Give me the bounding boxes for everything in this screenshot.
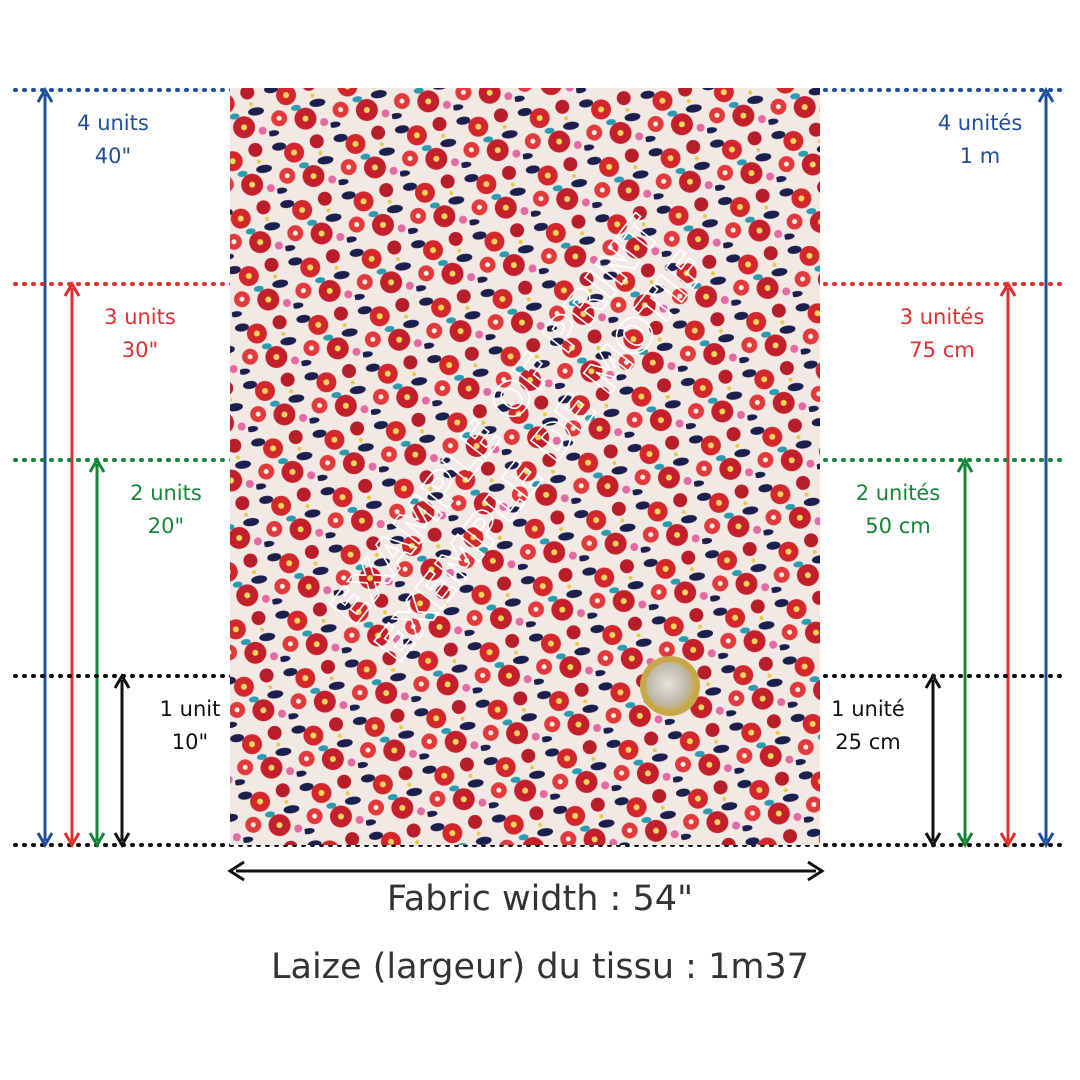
right-size: 1 m [960, 144, 1001, 168]
right-units: 4 unités [938, 111, 1023, 135]
left-units: 3 units [104, 305, 176, 329]
right-units: 3 unités [900, 305, 985, 329]
left-size: 10" [172, 730, 208, 754]
arrow-heads [113, 673, 131, 848]
arrow-heads [924, 673, 942, 848]
right-size: 25 cm [835, 730, 900, 754]
arrow-heads [36, 87, 54, 848]
width-fr: Laize (largeur) du tissu : 1m37 [271, 947, 809, 987]
fabric-sample [230, 88, 820, 845]
coin-center [646, 662, 694, 710]
measure-lines [13, 87, 1067, 848]
right-size: 75 cm [909, 338, 974, 362]
arrow-heads [88, 457, 106, 848]
measure-labels: 4 units 40" 4 unités 1 m 3 units 30" 3 unités 7… [77, 111, 1022, 754]
arrow-heads [63, 281, 81, 848]
left-units: 2 units [130, 481, 202, 505]
left-size: 40" [95, 144, 131, 168]
width-en: Fabric width : 54" [387, 879, 693, 919]
right-units: 2 unités [856, 481, 941, 505]
left-units: 1 unit [160, 697, 221, 721]
arrow-heads [999, 281, 1017, 848]
left-units: 4 units [77, 111, 149, 135]
left-size: 20" [148, 514, 184, 538]
left-size: 30" [122, 338, 158, 362]
arrow-heads [956, 457, 974, 848]
right-units: 1 unité [831, 697, 905, 721]
arrow-heads [1037, 87, 1055, 848]
width-arrow-heads [227, 860, 825, 882]
right-size: 50 cm [865, 514, 930, 538]
